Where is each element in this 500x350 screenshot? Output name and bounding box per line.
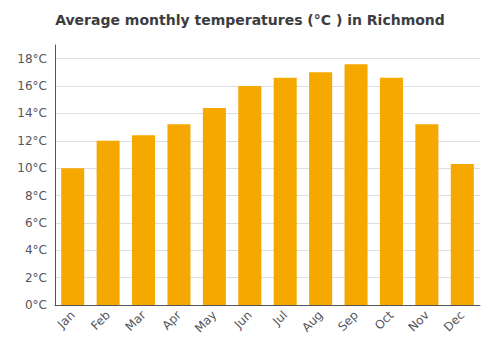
svg-text:Feb: Feb	[88, 308, 113, 333]
svg-text:Aug: Aug	[299, 308, 325, 334]
svg-text:8°C: 8°C	[25, 189, 47, 203]
svg-text:Jan: Jan	[54, 308, 78, 332]
svg-text:18°C: 18°C	[17, 52, 47, 66]
svg-text:Jul: Jul	[269, 308, 290, 329]
svg-text:Apr: Apr	[159, 308, 184, 333]
svg-text:Nov: Nov	[405, 308, 431, 334]
svg-text:16°C: 16°C	[17, 79, 47, 93]
svg-text:Average monthly temperatures (: Average monthly temperatures (°C ) in Ri…	[55, 12, 445, 28]
svg-text:6°C: 6°C	[25, 216, 47, 230]
svg-text:Dec: Dec	[441, 308, 467, 334]
svg-text:0°C: 0°C	[25, 298, 47, 312]
svg-text:Mar: Mar	[123, 308, 149, 334]
svg-text:Oct: Oct	[372, 308, 397, 333]
svg-text:10°C: 10°C	[17, 161, 47, 175]
svg-text:14°C: 14°C	[17, 106, 47, 120]
svg-text:Sep: Sep	[335, 308, 361, 334]
svg-text:2°C: 2°C	[25, 271, 47, 285]
svg-text:12°C: 12°C	[17, 134, 47, 148]
svg-text:Jun: Jun	[231, 308, 255, 332]
svg-text:May: May	[192, 308, 219, 335]
svg-text:4°C: 4°C	[25, 243, 47, 257]
